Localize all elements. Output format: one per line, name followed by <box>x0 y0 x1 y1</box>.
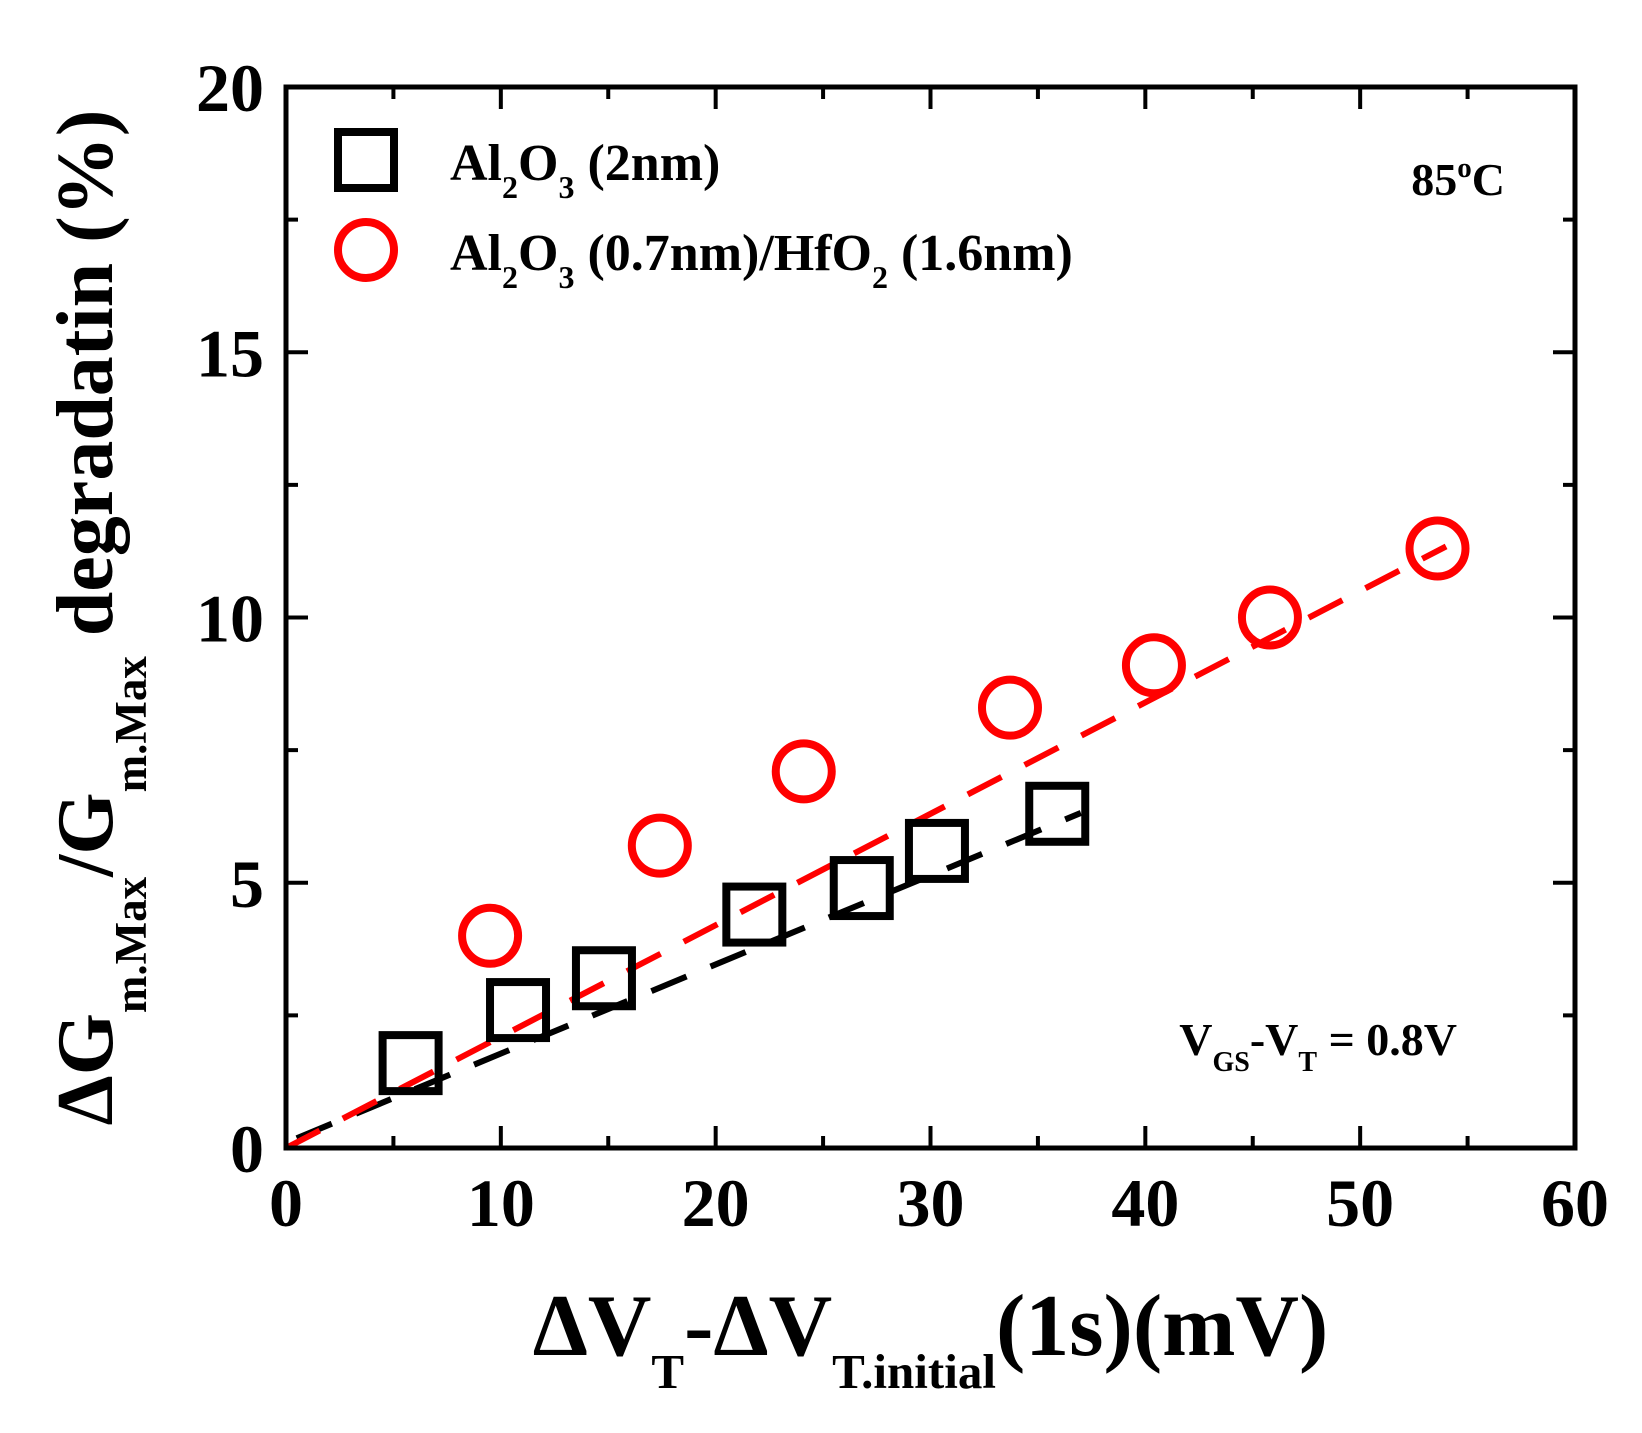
point-al2o3 <box>1025 781 1090 846</box>
fit-line-al2o3 <box>295 810 1083 1142</box>
y-axis-label: ΔGm.Max​/Gm.Max​ degradatin (%) <box>42 110 156 1126</box>
y-tick-label: 15 <box>196 315 264 391</box>
legend: Al2​O3​ (2nm) Al2​O3​ (0.7nm)/HfO2​ (1.6n… <box>334 128 1073 295</box>
point-al2o3-hfo2 <box>771 739 836 804</box>
y-tick-label: 5 <box>230 846 264 922</box>
legend-square-marker <box>334 128 398 192</box>
y-tick-label: 10 <box>196 581 264 657</box>
point-al2o3 <box>571 946 636 1011</box>
point-al2o3 <box>904 818 969 883</box>
point-al2o3 <box>486 978 551 1043</box>
x-tick-label: 60 <box>1541 1165 1609 1241</box>
fit-lines <box>284 543 1448 1151</box>
fit-line-al2o3-hfo2 <box>284 543 1448 1151</box>
y-tick-label: 20 <box>196 50 264 126</box>
point-al2o3-hfo2 <box>977 675 1042 740</box>
x-tick-label: 40 <box>1111 1165 1179 1241</box>
temperature-annotation: 85o​C <box>1411 152 1505 205</box>
point-al2o3-hfo2 <box>627 813 692 878</box>
data-markers <box>378 516 1470 1096</box>
annotations: 85o​C VGS​-VT​ = 0.8V <box>1179 152 1505 1078</box>
x-tick-label: 30 <box>897 1165 965 1241</box>
point-al2o3-hfo2 <box>1237 585 1302 650</box>
legend-circle-marker <box>334 218 398 282</box>
point-al2o3 <box>722 882 787 947</box>
point-al2o3-hfo2 <box>1405 516 1470 581</box>
point-al2o3 <box>829 856 894 921</box>
x-axis-label: ΔVT​-ΔVT.initial​(1s)(mV) <box>533 1278 1329 1399</box>
y-tick-label: 0 <box>230 1111 264 1187</box>
x-tick-label: 0 <box>269 1165 303 1241</box>
x-tick-label: 50 <box>1326 1165 1394 1241</box>
point-al2o3-hfo2 <box>458 903 523 968</box>
axis-ticks: 0 10 20 30 40 50 60 0 5 10 15 20 <box>196 50 1609 1241</box>
legend-label: Al2​O3​ (2nm) <box>450 135 720 205</box>
legend-label: Al2​O3​ (0.7nm)/HfO2​ (1.6nm) <box>450 225 1073 295</box>
bias-annotation: VGS​-VT​ = 0.8V <box>1179 1014 1457 1078</box>
point-al2o3 <box>378 1031 443 1096</box>
x-tick-label: 10 <box>467 1165 535 1241</box>
point-al2o3-hfo2 <box>1121 633 1186 698</box>
axis-labels: ΔVT​-ΔVT.initial​(1s)(mV) ΔGm.Max​/Gm.Max… <box>42 110 1328 1399</box>
x-tick-label: 20 <box>682 1165 750 1241</box>
